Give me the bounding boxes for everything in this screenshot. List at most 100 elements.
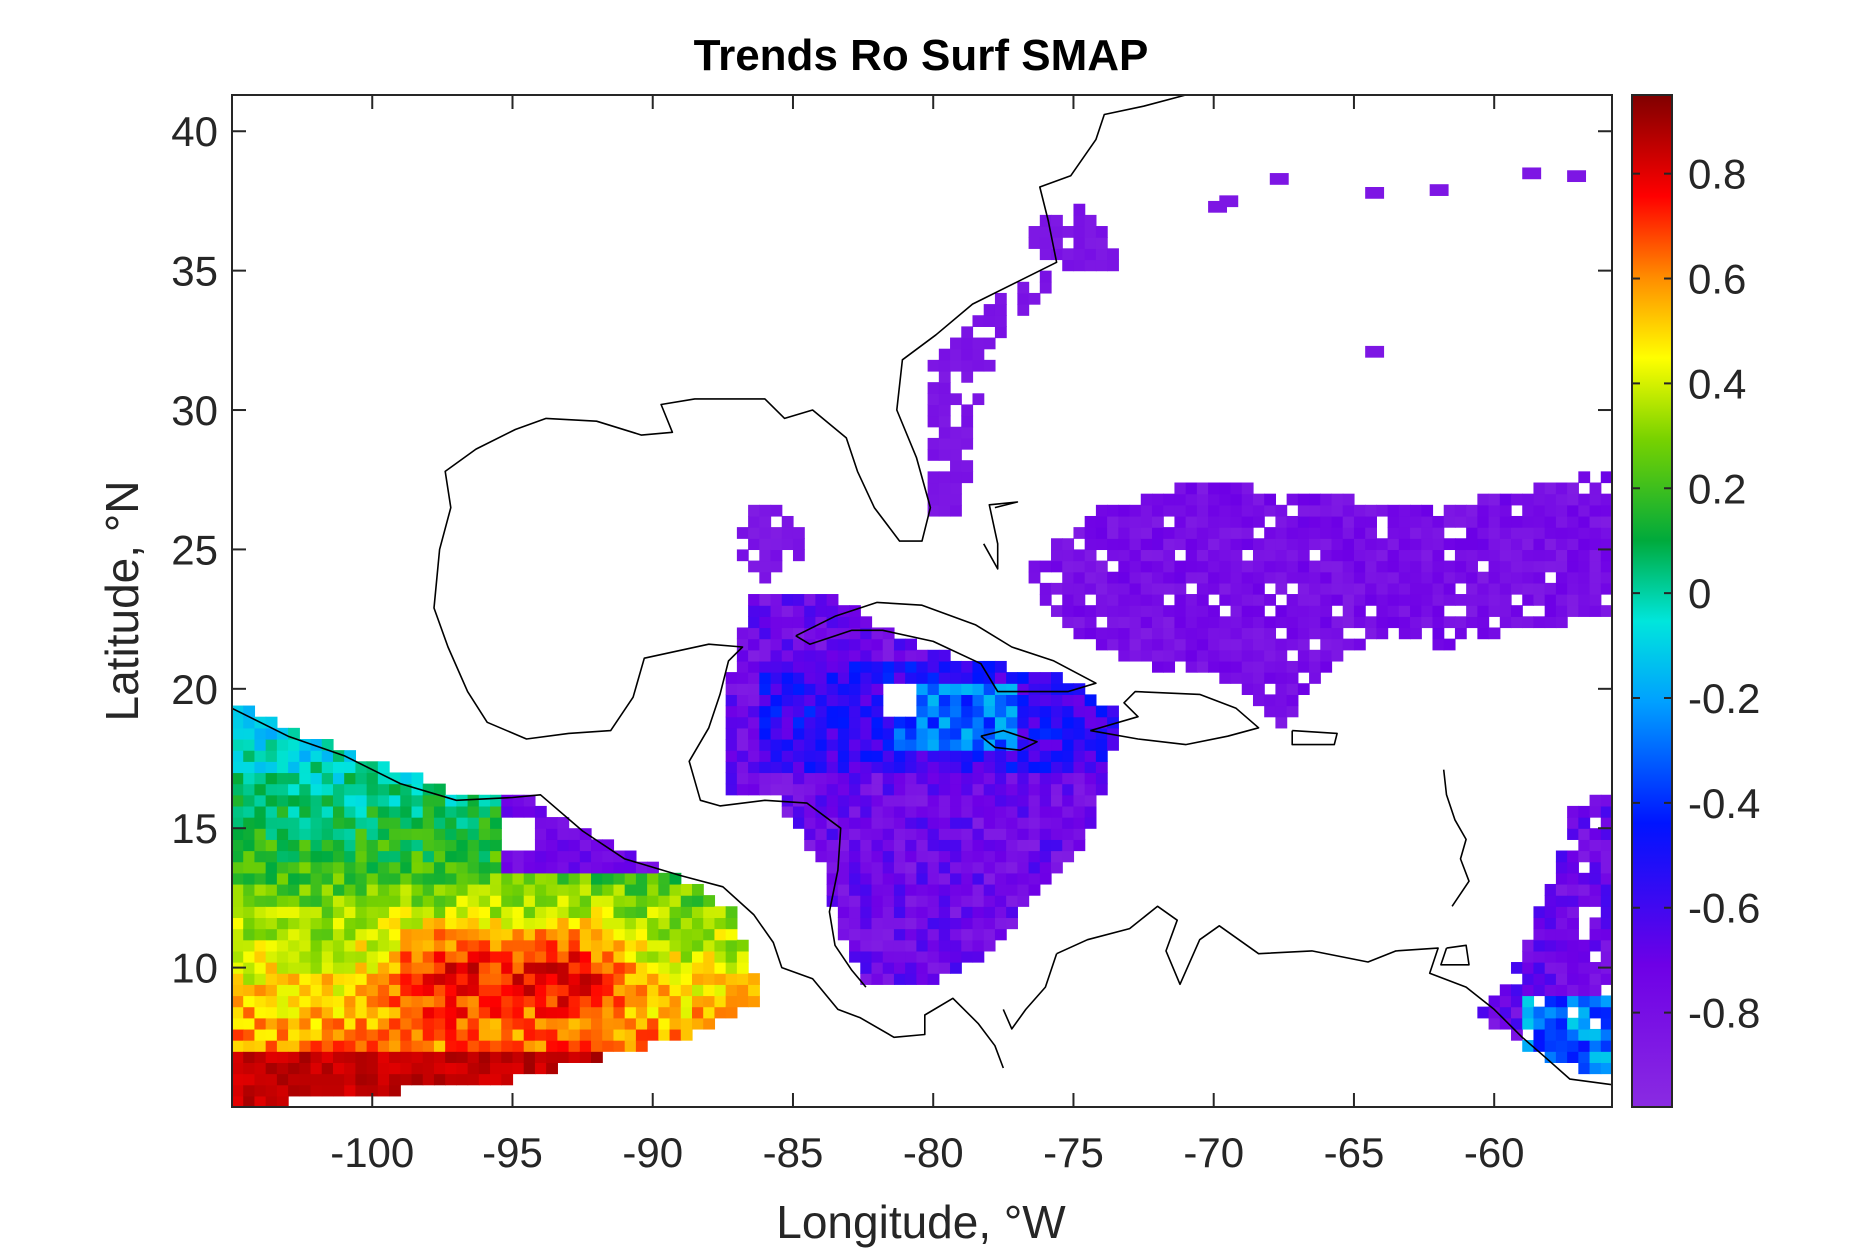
heatmap-cell [1208, 538, 1220, 551]
heatmap-cell [1567, 538, 1579, 551]
heatmap-cell [624, 995, 637, 1008]
heatmap-cell [703, 1006, 716, 1019]
heatmap-cell [534, 984, 547, 997]
heatmap-cell [815, 616, 828, 629]
heatmap-cell [983, 772, 996, 785]
heatmap-cell [938, 382, 951, 394]
heatmap-cell [770, 560, 783, 573]
heatmap-cell [1443, 504, 1456, 517]
heatmap-cell [860, 906, 873, 919]
heatmap-cell [332, 973, 345, 985]
heatmap-cell [243, 973, 256, 985]
heatmap-cell [927, 895, 940, 907]
heatmap-cell [321, 895, 334, 907]
heatmap-cell [927, 761, 940, 774]
heatmap-cell [299, 984, 312, 997]
heatmap-cell [1555, 895, 1568, 907]
heatmap-cell [1028, 839, 1041, 852]
heatmap-cell [276, 962, 289, 974]
heatmap-cell [1028, 883, 1041, 896]
heatmap-cell [1555, 527, 1568, 539]
heatmap-cell [983, 872, 996, 885]
heatmap-cell [490, 861, 502, 874]
heatmap-cell [557, 1017, 570, 1030]
heatmap-cell [534, 928, 547, 941]
heatmap-cell [265, 995, 278, 1008]
heatmap-cell [1073, 214, 1086, 227]
heatmap-cell [254, 895, 267, 907]
heatmap-cell [243, 861, 256, 874]
heatmap-cell [1555, 906, 1568, 919]
heatmap-cell [1353, 571, 1366, 584]
heatmap-cell [938, 895, 951, 907]
heatmap-cell [400, 805, 413, 818]
heatmap-cell [826, 828, 839, 840]
heatmap-cell [871, 895, 884, 907]
heatmap-cell [1567, 605, 1579, 617]
heatmap-cell [804, 772, 817, 785]
heatmap-cell [1578, 571, 1591, 584]
heatmap-cell [983, 304, 996, 316]
heatmap-cell [332, 861, 345, 874]
heatmap-cell [1353, 616, 1366, 629]
heatmap-cell [893, 895, 906, 907]
heatmap-cell [871, 805, 884, 818]
colorbar-ticks: -0.8-0.6-0.4-0.200.20.40.60.8 [1632, 151, 1760, 1037]
heatmap-cell [871, 638, 884, 651]
heatmap-cell [759, 504, 772, 517]
heatmap-cell [377, 1006, 390, 1019]
heatmap-cell [276, 1006, 289, 1019]
colorbar-tick-label: 0.4 [1688, 360, 1746, 407]
heatmap-cell [927, 359, 940, 372]
heatmap-cell [815, 761, 828, 774]
heatmap-cell [703, 906, 716, 919]
heatmap-cell [849, 950, 861, 963]
heatmap-cell [344, 1051, 357, 1063]
heatmap-cell [456, 950, 469, 963]
heatmap-cell [748, 694, 760, 707]
heatmap-cell [1410, 571, 1422, 584]
heatmap-cell [411, 1073, 424, 1086]
heatmap-cell [478, 850, 491, 863]
heatmap-cell [826, 883, 839, 896]
heatmap-cell [1219, 616, 1232, 629]
heatmap-cell [1118, 515, 1131, 528]
heatmap-cell [1196, 538, 1209, 551]
heatmap-cell [512, 917, 525, 930]
heatmap-cell [299, 850, 312, 863]
heatmap-cell [265, 1051, 278, 1063]
heatmap-cell [725, 1006, 738, 1019]
heatmap-cell [243, 962, 256, 974]
coastline-segment [1442, 769, 1470, 907]
heatmap-cell [1578, 594, 1591, 606]
heatmap-cell [523, 861, 536, 874]
heatmap-cell [860, 750, 873, 762]
heatmap-cell [1152, 582, 1164, 595]
heatmap-cell [1129, 616, 1142, 629]
heatmap-cell [467, 1073, 480, 1086]
heatmap-cell [254, 861, 267, 874]
y-tick-label: 20 [171, 666, 218, 713]
heatmap-cell [1432, 527, 1445, 539]
heatmap-cell [1062, 850, 1075, 863]
heatmap-cell [736, 549, 749, 562]
heatmap-cell [1533, 950, 1546, 963]
heatmap-cell [1028, 226, 1041, 238]
heatmap-cell [456, 1006, 469, 1019]
heatmap-cell [1275, 694, 1288, 707]
heatmap-cell [1095, 705, 1108, 718]
heatmap-cell [321, 872, 334, 885]
heatmap-cell [1555, 493, 1568, 506]
heatmap-cell [1309, 616, 1321, 629]
heatmap-cell [1533, 962, 1546, 974]
heatmap-cell [1051, 828, 1063, 840]
heatmap-cell [736, 939, 749, 952]
heatmap-cell [490, 794, 502, 807]
heatmap-cell [366, 1028, 379, 1041]
heatmap-cell [1241, 582, 1254, 595]
heatmap-cell [422, 1062, 435, 1075]
heatmap-cell [1163, 660, 1176, 673]
heatmap-cell [1589, 1062, 1602, 1075]
heatmap-cell [467, 917, 480, 930]
heatmap-cell [725, 917, 738, 930]
